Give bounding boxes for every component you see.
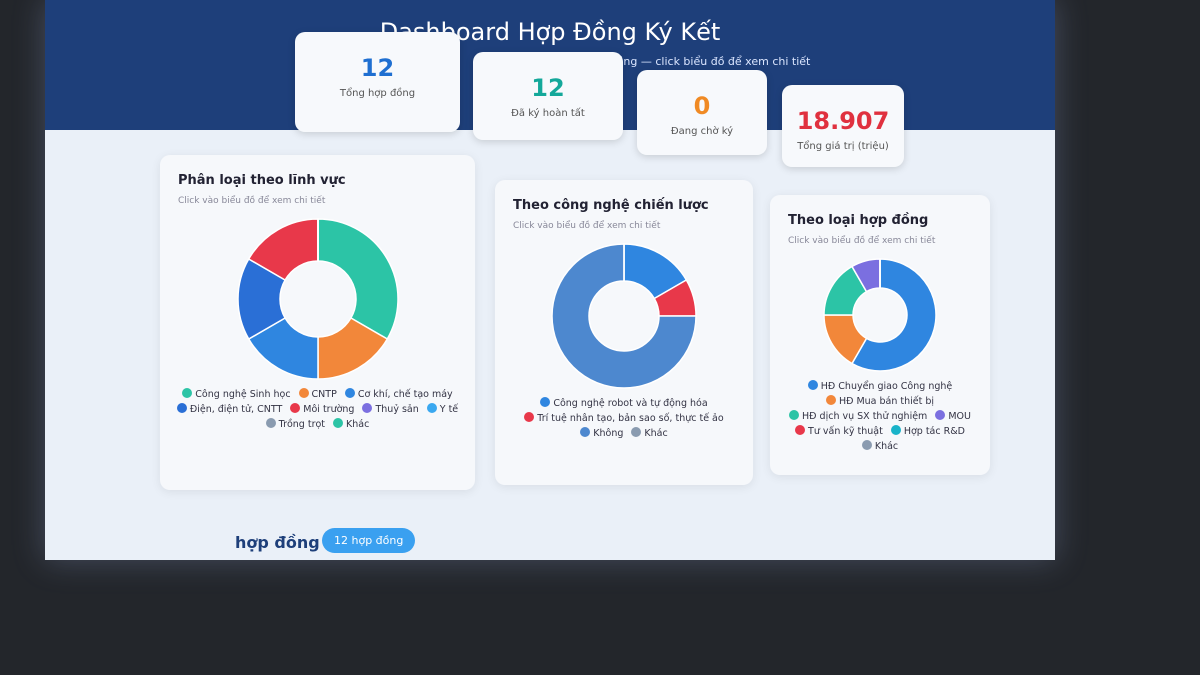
legend-swatch [807,380,818,390]
legend-swatch [540,397,551,407]
legend-swatch [631,427,642,437]
legend-swatch [426,403,437,413]
legend-swatch [344,388,355,398]
legend-label: HĐ Mua bán thiết bị [838,396,935,407]
legend-label: Y tế [439,404,459,415]
legend-swatch [182,388,193,398]
chart-subtitle: Click vào biểu đồ để xem chi tiết [178,196,326,206]
stat-label: Tổng giá trị (triệu) [797,141,889,152]
legend-label: Trí tuệ nhân tạo, bản sao số, thực tế ảo [537,413,724,424]
legend-item[interactable]: Điện, điện tử, CNTT [176,403,283,415]
donut-slice[interactable] [551,243,697,389]
chart-title: Theo công nghệ chiến lược [513,198,709,213]
stat-card[interactable]: 18.907 Tổng giá trị (triệu) [782,85,904,167]
legend-item[interactable]: CNTP [298,388,337,400]
stat-value: 0 [693,92,711,120]
legend-swatch [935,410,946,420]
stat-label: Tổng hợp đồng [339,88,416,99]
legend-item[interactable]: HĐ dịch vụ SX thử nghiệm [789,410,927,422]
legend-swatch [890,425,901,435]
legend: Công nghệ Sinh học CNTP Cơ khí, chế tạo má… [160,384,475,434]
legend-label: Công nghệ robot và tự động hóa [553,398,708,409]
legend-swatch [825,395,836,405]
legend-swatch [176,403,187,413]
legend-swatch [333,418,344,428]
legend-label: Cơ khí, chế tạo máy [357,389,453,400]
stat-value: 18.907 [796,107,890,135]
legend: Công nghệ robot và tự động hóa Trí tuệ nh… [495,393,753,443]
legend: HĐ Chuyển giao Công nghệ HĐ Mua bán thiết… [770,376,990,456]
legend-label: Trồng trọt [278,419,326,430]
legend-swatch [362,403,373,413]
chart-subtitle: Click vào biểu đồ để xem chi tiết [788,236,936,246]
legend-label: Tư vấn kỹ thuật [808,426,883,437]
chart-subtitle: Click vào biểu đồ để xem chi tiết [513,221,661,231]
legend-label: Không [593,428,624,439]
legend-swatch [524,412,535,422]
legend-item[interactable]: Y tế [426,403,459,415]
legend-item[interactable]: Tư vấn kỹ thuật [795,425,883,437]
legend-item[interactable]: Cơ khí, chế tạo máy [344,388,453,400]
legend-item[interactable]: Hợp tác R&D [890,425,965,437]
chart-card: Theo loại hợp đồng Click vào biểu đồ để x… [770,195,990,475]
legend-swatch [861,440,872,450]
donut-chart [236,218,399,380]
title: Dashboard Hợp Đồng Ký Kết [379,18,721,46]
legend-item[interactable]: Công nghệ robot và tự động hóa [540,397,708,409]
stat-card[interactable]: 0 Đang chờ ký [637,70,767,155]
stat-card[interactable]: 12 Tổng hợp đồng [295,32,460,132]
chart-title: Phân loại theo lĩnh vực [178,173,346,188]
stat-label: Đang chờ ký [670,126,734,137]
legend-item[interactable]: Thuỷ sản [362,403,419,415]
legend-item[interactable]: Trồng trọt [265,418,326,430]
screen: Dashboard Hợp Đồng Ký Kết Tổng hợp dữ li… [45,0,1055,560]
legend-label: Khác [644,428,668,439]
legend-swatch [580,427,591,437]
legend-label: Hợp tác R&D [903,426,965,437]
chart-title: Theo loại hợp đồng [788,213,929,228]
donut-slice[interactable] [850,258,937,372]
legend-item[interactable]: HĐ Chuyển giao Công nghệ [807,380,953,392]
chart-card: Phân loại theo lĩnh vực Click vào biểu đồ… [160,155,475,490]
legend-item[interactable]: Công nghệ Sinh học [182,388,291,400]
legend-label: Điện, điện tử, CNTT [189,404,283,415]
legend-item[interactable]: MOU [935,410,971,422]
legend-label: HĐ Chuyển giao Công nghệ [820,381,953,392]
legend-label: Công nghệ Sinh học [195,389,291,400]
legend-item[interactable]: Khác [631,427,668,439]
donut-slice[interactable] [316,218,399,341]
badge[interactable]: 12 hợp đồng [322,528,416,553]
section-title: hợp đồng [235,533,320,552]
legend-label: Thuỷ sản [375,404,419,415]
legend-label: CNTP [311,389,337,400]
stat-card[interactable]: 12 Đã ký hoàn tất [473,52,623,140]
legend-item[interactable]: Trí tuệ nhân tạo, bản sao số, thực tế ảo [524,412,724,424]
legend-item[interactable]: Môi trường [290,403,354,415]
legend-label: HĐ dịch vụ SX thử nghiệm [802,411,928,422]
legend-label: Khác [874,441,899,452]
legend-label: MOU [948,411,971,422]
legend-swatch [789,410,800,420]
stat-value: 12 [360,54,395,82]
legend-item[interactable]: HĐ Mua bán thiết bị [825,395,935,407]
legend-swatch [265,418,276,428]
stat-value: 12 [531,74,565,102]
legend-label: Khác [346,419,370,430]
legend-swatch [298,388,309,398]
legend-item[interactable]: Khác [861,440,899,452]
legend-label: Môi trường [303,404,355,415]
donut-chart [551,243,697,389]
legend-item[interactable]: Khác [333,418,369,430]
legend-item[interactable]: Không [580,427,623,439]
chart-card: Theo công nghệ chiến lược Click vào biểu … [495,180,753,485]
donut-chart [823,258,937,372]
stat-label: Đã ký hoàn tất [511,108,585,119]
legend-swatch [795,425,806,435]
legend-swatch [290,403,301,413]
